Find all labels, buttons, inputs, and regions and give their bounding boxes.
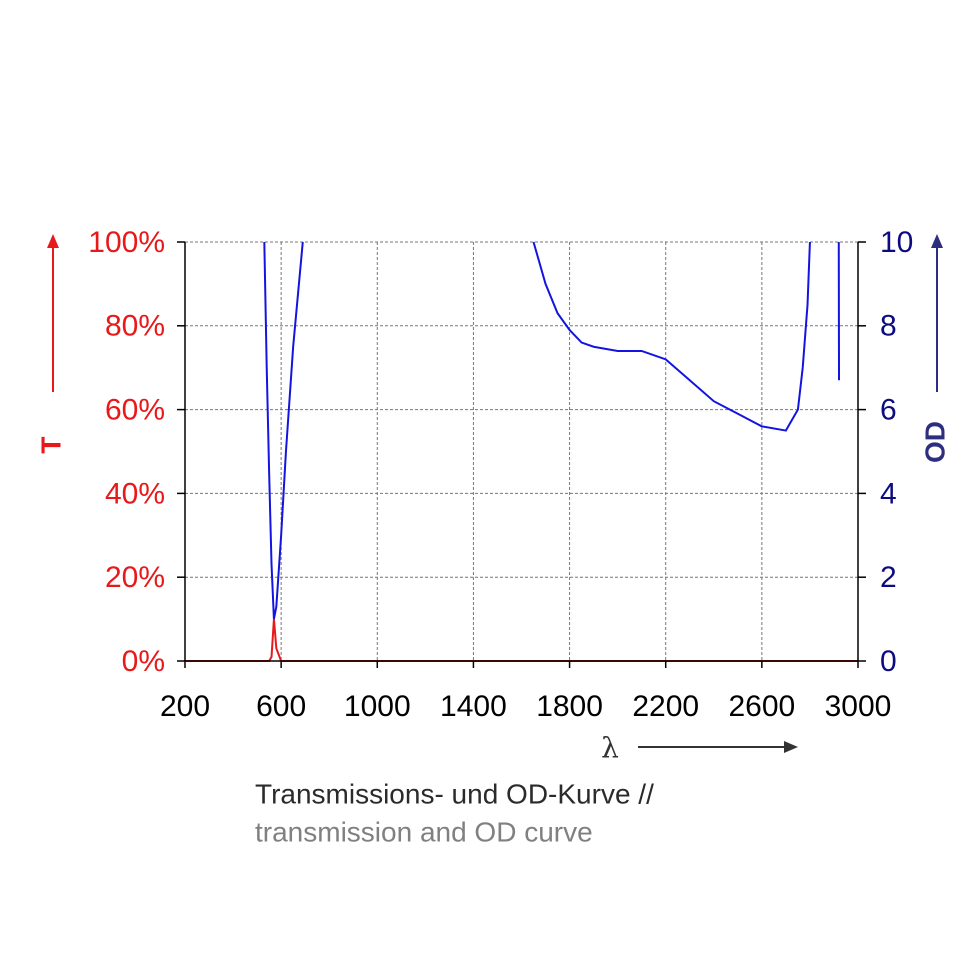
y-tick-label: 100% bbox=[88, 226, 165, 259]
y-tick-label: 20% bbox=[105, 561, 165, 594]
x-axis-arrowhead bbox=[784, 741, 798, 753]
y2-axis-arrowhead bbox=[931, 234, 943, 248]
x-tick-label: 200 bbox=[160, 690, 210, 723]
y-tick-label: 0% bbox=[122, 645, 165, 678]
x-tick-label: 3000 bbox=[825, 690, 892, 723]
caption: Transmissions- und OD-Kurve // bbox=[255, 778, 654, 809]
x-tick-label: 2600 bbox=[728, 690, 795, 723]
caption-translation: transmission and OD curve bbox=[255, 816, 593, 847]
y2-tick-label: 6 bbox=[880, 394, 897, 427]
y-tick-label: 40% bbox=[105, 477, 165, 510]
y-axis-label: T bbox=[35, 436, 66, 453]
x-axis-label: λ bbox=[601, 732, 619, 765]
y2-tick-label: 8 bbox=[880, 310, 897, 343]
x-tick-label: 600 bbox=[256, 690, 306, 723]
y2-tick-label: 10 bbox=[880, 226, 913, 259]
y2-tick-label: 2 bbox=[880, 561, 897, 594]
y2-tick-label: 0 bbox=[880, 645, 897, 678]
x-tick-label: 2200 bbox=[632, 690, 699, 723]
y2-tick-label: 4 bbox=[880, 477, 897, 510]
plot-area bbox=[185, 241, 858, 662]
ticks: 200 600 1000 1400 1800 2200 2600 30000%20%40%60… bbox=[88, 226, 913, 723]
y-tick-label: 80% bbox=[105, 310, 165, 343]
data-line bbox=[185, 619, 858, 662]
y-tick-label: 60% bbox=[105, 394, 165, 427]
y-axis-arrowhead bbox=[47, 234, 59, 248]
x-tick-label: 1000 bbox=[344, 690, 411, 723]
grid bbox=[185, 241, 858, 661]
y2-axis-label: OD bbox=[919, 421, 950, 463]
x-tick-label: 1800 bbox=[536, 690, 603, 723]
data-line bbox=[263, 241, 841, 620]
x-tick-label: 1400 bbox=[440, 690, 507, 723]
